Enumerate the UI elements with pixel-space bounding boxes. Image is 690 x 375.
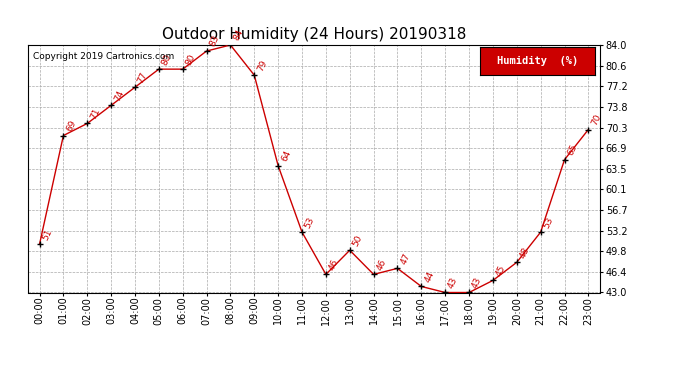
Text: 80: 80	[160, 52, 173, 66]
Text: 69: 69	[65, 118, 78, 133]
Text: 46: 46	[375, 258, 388, 272]
Text: 50: 50	[351, 233, 364, 248]
Text: 47: 47	[399, 252, 412, 266]
Text: 46: 46	[327, 258, 340, 272]
Text: 84: 84	[232, 28, 245, 42]
Text: Copyright 2019 Cartronics.com: Copyright 2019 Cartronics.com	[33, 53, 175, 62]
Text: 43: 43	[471, 276, 484, 290]
Text: 45: 45	[494, 264, 507, 278]
Text: 79: 79	[256, 58, 268, 72]
Text: 43: 43	[446, 276, 460, 290]
Text: 53: 53	[304, 215, 317, 229]
Text: 71: 71	[88, 106, 101, 121]
Title: Outdoor Humidity (24 Hours) 20190318: Outdoor Humidity (24 Hours) 20190318	[161, 27, 466, 42]
Text: 80: 80	[184, 52, 197, 66]
Text: 48: 48	[518, 245, 531, 260]
Text: 44: 44	[423, 270, 435, 284]
Text: 77: 77	[137, 70, 150, 84]
Text: 65: 65	[566, 143, 579, 157]
Text: 70: 70	[590, 112, 603, 127]
Text: 74: 74	[112, 88, 126, 103]
Text: 83: 83	[208, 34, 221, 48]
Text: 64: 64	[279, 149, 293, 163]
Text: 51: 51	[41, 227, 54, 242]
Text: 53: 53	[542, 215, 555, 229]
